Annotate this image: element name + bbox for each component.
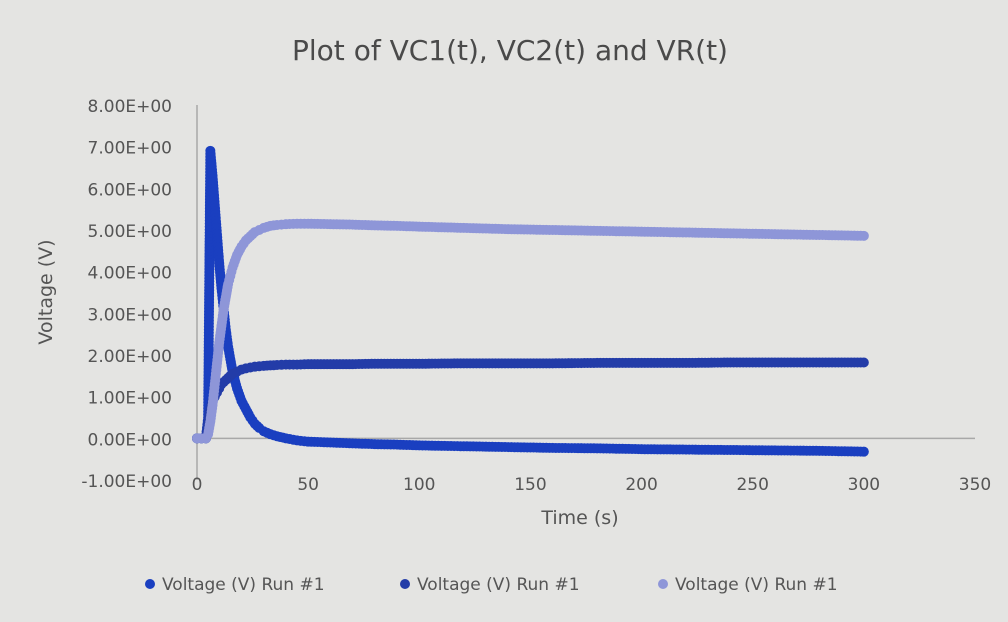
data-point — [858, 446, 869, 457]
data-point — [858, 230, 869, 241]
legend-marker — [658, 579, 668, 589]
y-axis-label: Voltage (V) — [35, 239, 57, 344]
y-tick-label: 8.00E+00 — [88, 97, 172, 117]
x-tick-label: 350 — [959, 475, 991, 495]
y-tick-label: 0.00E+00 — [88, 430, 172, 450]
legend-marker — [400, 579, 410, 589]
x-tick-label: 250 — [736, 475, 768, 495]
x-axis-label: Time (s) — [540, 507, 618, 529]
legend-marker — [145, 579, 155, 589]
x-tick-label: 100 — [403, 475, 435, 495]
y-tick-label: 7.00E+00 — [88, 139, 172, 159]
legend-item-2: Voltage (V) Run #1 — [400, 575, 580, 595]
y-tick-label: 1.00E+00 — [88, 389, 172, 409]
y-tick-label: 3.00E+00 — [88, 305, 172, 325]
legend-label: Voltage (V) Run #1 — [675, 575, 838, 595]
y-tick-label: -1.00E+00 — [81, 472, 172, 492]
y-tick-label: 2.00E+00 — [88, 347, 172, 367]
x-tick-label: 150 — [514, 475, 546, 495]
legend-item-1: Voltage (V) Run #1 — [145, 575, 325, 595]
plot-area: -1.00E+00 0.00E+00 1.00E+00 2.00E+00 3.00E+0… — [81, 97, 991, 495]
chart-title: Plot of VC1(t), VC2(t) and VR(t) — [292, 34, 728, 67]
data-point — [858, 357, 869, 368]
series-3 — [192, 218, 869, 444]
x-tick-label: 200 — [625, 475, 657, 495]
y-tick-label: 5.00E+00 — [88, 222, 172, 242]
x-tick-label: 300 — [848, 475, 880, 495]
x-tick-label: 50 — [297, 475, 319, 495]
x-tick-label: 0 — [192, 475, 203, 495]
legend-item-3: Voltage (V) Run #1 — [658, 575, 838, 595]
legend: Voltage (V) Run #1 Voltage (V) Run #1 Volt… — [145, 575, 838, 595]
legend-label: Voltage (V) Run #1 — [162, 575, 325, 595]
y-tick-label: 4.00E+00 — [88, 264, 172, 284]
legend-label: Voltage (V) Run #1 — [417, 575, 580, 595]
y-tick-label: 6.00E+00 — [88, 180, 172, 200]
